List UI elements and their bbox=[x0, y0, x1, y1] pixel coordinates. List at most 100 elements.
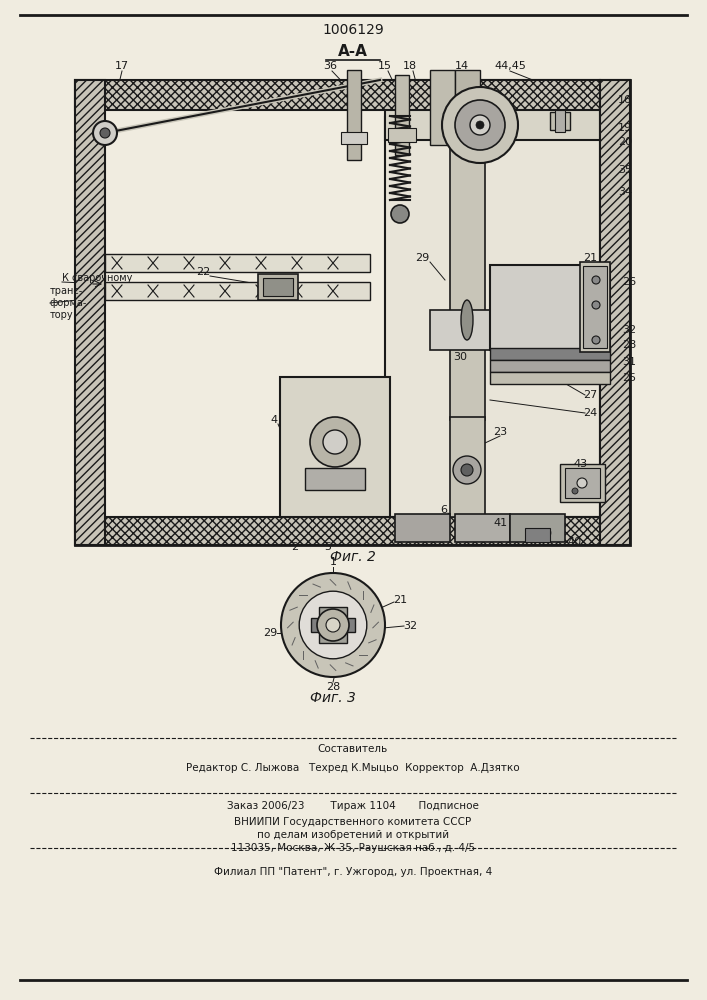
Bar bbox=[347, 70, 361, 160]
Bar bbox=[450, 140, 485, 420]
Circle shape bbox=[299, 591, 367, 659]
Text: 28: 28 bbox=[326, 682, 340, 692]
Bar bbox=[75, 80, 105, 545]
Text: транс-
форма-
тору: транс- форма- тору bbox=[50, 286, 88, 320]
Text: 21: 21 bbox=[393, 595, 407, 605]
Bar bbox=[555, 110, 565, 132]
Bar bbox=[319, 607, 347, 621]
Text: 35: 35 bbox=[618, 165, 632, 175]
Text: 4: 4 bbox=[271, 415, 278, 425]
Bar bbox=[580, 262, 610, 352]
Circle shape bbox=[572, 488, 578, 494]
Text: 28: 28 bbox=[622, 340, 636, 350]
Text: 14: 14 bbox=[455, 61, 469, 71]
Text: 21: 21 bbox=[583, 253, 597, 263]
Bar bbox=[450, 417, 485, 517]
Text: 16: 16 bbox=[618, 95, 632, 105]
Text: 17: 17 bbox=[115, 61, 129, 71]
Circle shape bbox=[281, 573, 385, 677]
Circle shape bbox=[592, 336, 600, 344]
Text: 19: 19 bbox=[618, 123, 632, 133]
Circle shape bbox=[317, 609, 349, 641]
Text: 29: 29 bbox=[415, 253, 429, 263]
Bar bbox=[388, 128, 416, 142]
Text: 26: 26 bbox=[622, 277, 636, 287]
Bar bbox=[600, 80, 630, 545]
Circle shape bbox=[455, 100, 505, 150]
Text: Заказ 2006/23        Тираж 1104       Подписное: Заказ 2006/23 Тираж 1104 Подписное bbox=[227, 801, 479, 811]
Circle shape bbox=[470, 115, 490, 135]
Text: 5: 5 bbox=[325, 542, 332, 552]
Bar bbox=[490, 372, 610, 384]
Text: 44,45: 44,45 bbox=[494, 61, 526, 71]
Bar bbox=[258, 274, 298, 300]
Bar bbox=[282, 485, 388, 515]
Text: 29: 29 bbox=[263, 628, 277, 638]
Text: 25: 25 bbox=[622, 373, 636, 383]
Bar bbox=[430, 310, 510, 350]
Text: 15: 15 bbox=[378, 61, 392, 71]
Text: 2: 2 bbox=[291, 542, 298, 552]
Bar bbox=[455, 514, 510, 542]
Text: 24: 24 bbox=[583, 408, 597, 418]
Text: 113035, Москва, Ж-35, Раушская наб., д. 4/5: 113035, Москва, Ж-35, Раушская наб., д. … bbox=[231, 843, 475, 853]
Bar bbox=[455, 70, 480, 145]
Bar bbox=[385, 117, 600, 517]
Text: Редактор С. Лыжова   Техред К.Мыцьо  Корректор  А.Дзятко: Редактор С. Лыжова Техред К.Мыцьо Коррек… bbox=[186, 763, 520, 773]
Text: 1006129: 1006129 bbox=[322, 23, 384, 37]
Text: 36: 36 bbox=[323, 61, 337, 71]
Text: 20: 20 bbox=[618, 137, 632, 147]
Text: Филиал ПП "Патент", г. Ужгород, ул. Проектная, 4: Филиал ПП "Патент", г. Ужгород, ул. Прое… bbox=[214, 867, 492, 877]
Text: 31: 31 bbox=[622, 357, 636, 367]
Bar bbox=[490, 360, 610, 372]
Circle shape bbox=[323, 430, 347, 454]
Text: А-А: А-А bbox=[338, 44, 368, 60]
Bar bbox=[560, 464, 605, 502]
Bar bbox=[550, 112, 570, 130]
Bar bbox=[490, 265, 610, 350]
Circle shape bbox=[93, 121, 117, 145]
Text: Составитель: Составитель bbox=[318, 744, 388, 754]
Circle shape bbox=[391, 205, 409, 223]
Text: по делам изобретений и открытий: по делам изобретений и открытий bbox=[257, 830, 449, 840]
Circle shape bbox=[592, 276, 600, 284]
Bar bbox=[75, 80, 630, 110]
Circle shape bbox=[577, 478, 587, 488]
Bar bbox=[525, 528, 550, 542]
Text: 40: 40 bbox=[568, 537, 582, 547]
Text: 32: 32 bbox=[403, 621, 417, 631]
Bar bbox=[105, 282, 370, 300]
Text: 30: 30 bbox=[453, 352, 467, 362]
Bar bbox=[395, 514, 450, 542]
Bar bbox=[319, 629, 347, 643]
Bar bbox=[430, 70, 455, 145]
Circle shape bbox=[461, 464, 473, 476]
Text: 27: 27 bbox=[583, 390, 597, 400]
Circle shape bbox=[476, 121, 484, 129]
Text: Фиг. 3: Фиг. 3 bbox=[310, 691, 356, 705]
Circle shape bbox=[310, 417, 360, 467]
Bar bbox=[105, 254, 370, 272]
Text: 6: 6 bbox=[440, 505, 448, 515]
Text: 18: 18 bbox=[403, 61, 417, 71]
Circle shape bbox=[100, 128, 110, 138]
Bar bbox=[492, 267, 608, 348]
Bar bbox=[583, 266, 607, 348]
Text: 32: 32 bbox=[622, 325, 636, 335]
Bar bbox=[75, 80, 630, 545]
Bar bbox=[305, 468, 365, 490]
Circle shape bbox=[453, 456, 481, 484]
Text: 39: 39 bbox=[538, 529, 552, 539]
Text: 34: 34 bbox=[618, 187, 632, 197]
Text: Фиг. 2: Фиг. 2 bbox=[330, 550, 376, 564]
Bar bbox=[565, 468, 600, 498]
Bar bbox=[385, 80, 600, 140]
Bar bbox=[263, 278, 293, 296]
Circle shape bbox=[442, 87, 518, 163]
Text: ВНИИПИ Государственного комитета СССР: ВНИИПИ Государственного комитета СССР bbox=[235, 817, 472, 827]
Circle shape bbox=[326, 618, 340, 632]
Text: 22: 22 bbox=[196, 267, 210, 277]
Text: 43: 43 bbox=[573, 459, 587, 469]
Text: 23: 23 bbox=[493, 427, 507, 437]
Bar bbox=[490, 348, 610, 360]
